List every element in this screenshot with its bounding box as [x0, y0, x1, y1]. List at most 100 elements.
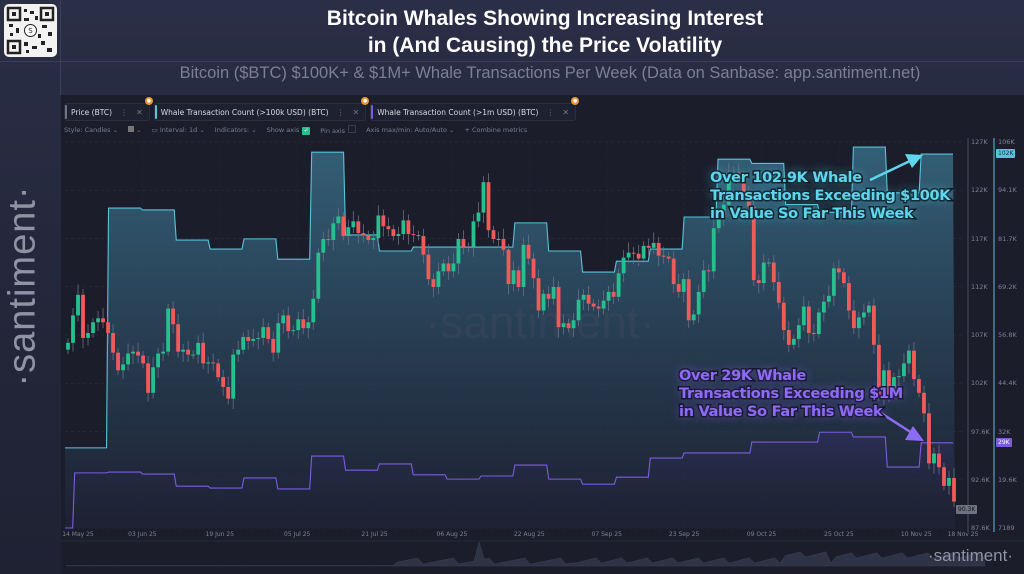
- more-options-icon[interactable]: ⋮: [120, 107, 129, 117]
- price-candle: [471, 214, 476, 257]
- chart-options-bar: Style: Candles ⌄ ⌄ ▭ Interval: 1d ⌄ Indi…: [64, 125, 527, 135]
- annotation-whale-1m: Over 29K Whale Transactions Exceeding $1…: [678, 367, 905, 422]
- price-candle: [932, 447, 936, 474]
- candle-body: [401, 220, 406, 235]
- candle-body: [952, 478, 956, 502]
- show-axis-toggle[interactable]: Show axis ✓: [267, 126, 311, 135]
- candle-body: [76, 294, 80, 316]
- candle-body: [691, 314, 696, 321]
- x-axis-tick: 14 May 25: [62, 531, 94, 538]
- candle-body: [561, 323, 566, 328]
- checkbox-unchecked-icon[interactable]: [348, 125, 357, 133]
- price-candle: [251, 328, 256, 347]
- metric-chip-whale-1m[interactable]: Whale Transaction Count (>1m USD) (BTC) …: [370, 97, 580, 121]
- axis-maxmin-dropdown[interactable]: Axis max/min: Auto/Auto ⌄: [366, 126, 454, 134]
- price-candle: [486, 173, 491, 238]
- price-candle: [426, 244, 431, 286]
- metric-label: Whale Transaction Count (>1m USD) (BTC): [377, 107, 539, 117]
- candle-body: [686, 279, 691, 321]
- price-candle: [196, 335, 201, 364]
- candle-body: [927, 413, 931, 464]
- candle-body: [471, 221, 476, 248]
- candle-body: [716, 217, 721, 229]
- price-candle: [71, 308, 75, 352]
- last-price-tag: 90.3K: [956, 504, 978, 514]
- price-candle: [211, 353, 216, 371]
- price-candle: [186, 340, 191, 362]
- candle-body: [581, 294, 586, 300]
- candle-body: [851, 310, 856, 329]
- annotation-line: Transactions Exceeding $100K: [708, 187, 952, 206]
- candle-body: [877, 344, 881, 395]
- pin-axis-toggle[interactable]: Pin axis: [320, 125, 357, 135]
- header-divider: [0, 61, 1024, 62]
- candle-body: [446, 263, 451, 272]
- candle-body: [816, 312, 821, 335]
- price-candle: [346, 219, 351, 245]
- price-candle: [731, 166, 736, 184]
- subtitle: Bitcoin ($BTC) $100K+ & $1M+ Whale Trans…: [179, 64, 921, 82]
- lock-badge-icon: ●: [144, 97, 153, 105]
- price-candle: [381, 209, 386, 237]
- close-icon[interactable]: ✕: [352, 107, 360, 117]
- price-axis-tick: 127K: [971, 138, 988, 146]
- more-options-icon[interactable]: ⋮: [336, 107, 345, 117]
- candle-body: [296, 319, 301, 331]
- price-candle: [266, 322, 271, 344]
- price-candle: [226, 376, 231, 405]
- price-candle: [146, 356, 150, 402]
- candle-body: [591, 303, 596, 307]
- indicators-dropdown[interactable]: Indicators: ⌄: [215, 126, 257, 134]
- price-candle: [942, 462, 946, 491]
- price-candle: [556, 281, 561, 338]
- candle-body: [661, 255, 666, 257]
- candle-body: [321, 238, 326, 253]
- price-candle: [536, 269, 541, 318]
- candle-body: [216, 363, 221, 378]
- candle-body: [932, 453, 936, 464]
- more-options-icon[interactable]: ⋮: [546, 107, 555, 117]
- candle-body: [241, 336, 246, 350]
- checkbox-checked-icon[interactable]: ✓: [302, 126, 311, 135]
- whale-axis-tick: 81.7K: [998, 234, 1017, 243]
- price-candle: [371, 230, 376, 249]
- candle-body: [496, 238, 501, 240]
- price-candle: [596, 299, 601, 318]
- price-candle: [291, 325, 296, 336]
- interval-dropdown[interactable]: ▭ Interval: 1d ⌄: [152, 126, 205, 134]
- candle-body: [416, 235, 421, 237]
- close-icon[interactable]: ✕: [562, 107, 570, 117]
- price-candle: [691, 310, 696, 325]
- price-candle: [161, 342, 166, 361]
- price-candle: [136, 342, 140, 363]
- candle-body: [156, 353, 161, 368]
- combine-metrics-button[interactable]: + Combine metrics: [464, 126, 527, 134]
- price-candle: [76, 284, 80, 322]
- candle-body: [461, 238, 466, 247]
- price-candle: [796, 317, 801, 348]
- metric-chip-price[interactable]: Price (BTC) ⋮ ✕ ●: [64, 97, 153, 121]
- price-candle: [821, 294, 826, 322]
- price-candle: [641, 241, 646, 263]
- candle-body: [531, 258, 536, 279]
- candle-body: [611, 291, 616, 297]
- metric-chip-whale-100k[interactable]: Whale Transaction Count (>100k USD) (BTC…: [153, 97, 370, 121]
- price-candle: [551, 276, 556, 305]
- whale-axis-tick: 94.1K: [998, 186, 1017, 195]
- price-candle: [656, 237, 661, 266]
- candle-body: [451, 263, 456, 272]
- candle-body: [411, 234, 416, 236]
- candle-body: [406, 220, 411, 235]
- candle-body: [276, 323, 281, 353]
- candle-body: [151, 367, 155, 393]
- candle-body: [231, 354, 236, 399]
- candle-body: [341, 216, 346, 237]
- candle-body: [111, 333, 115, 353]
- candle-body: [887, 370, 891, 395]
- chevron-down-icon: ⌄: [199, 126, 205, 134]
- style-dropdown[interactable]: Style: Candles ⌄: [64, 126, 118, 134]
- price-candle: [401, 210, 406, 240]
- color-dropdown[interactable]: ⌄: [128, 126, 142, 134]
- close-icon[interactable]: ✕: [136, 107, 143, 117]
